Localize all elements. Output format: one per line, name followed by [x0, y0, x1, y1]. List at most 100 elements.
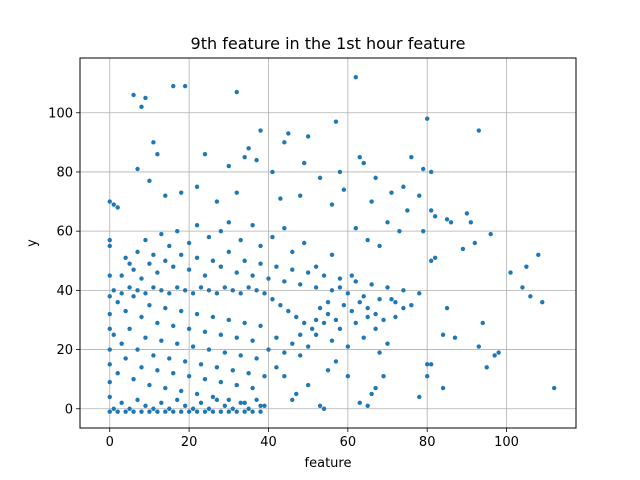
data-point [329, 338, 335, 343]
data-point [115, 371, 120, 376]
data-point [361, 160, 366, 166]
data-point [159, 288, 164, 293]
data-point [147, 302, 152, 308]
data-point [250, 385, 255, 391]
data-point [115, 409, 120, 414]
data-point [178, 409, 184, 414]
data-point [238, 237, 243, 243]
data-point [238, 353, 243, 358]
data-point [258, 261, 263, 266]
data-point [389, 297, 394, 302]
data-point [329, 252, 335, 258]
data-point [111, 406, 116, 411]
data-point [135, 397, 140, 403]
data-point [337, 326, 343, 332]
y-tick-label: 40 [56, 284, 73, 299]
data-point [349, 308, 355, 314]
data-point [143, 237, 148, 243]
data-point [321, 320, 327, 326]
data-point [182, 288, 188, 293]
data-point [250, 409, 255, 414]
data-point [143, 95, 148, 101]
data-point [317, 403, 323, 408]
data-point [369, 282, 374, 287]
data-point [178, 190, 184, 195]
y-tick-label: 0 [65, 402, 73, 417]
data-point [337, 169, 343, 175]
data-point [528, 294, 533, 299]
data-point [210, 314, 216, 320]
data-point [492, 353, 497, 358]
data-point [107, 409, 112, 414]
data-point [425, 362, 430, 367]
data-point [468, 220, 474, 225]
data-point [321, 273, 327, 278]
data-point [262, 403, 267, 408]
data-point [425, 374, 430, 379]
data-point [301, 160, 307, 166]
data-point [385, 285, 390, 290]
data-point [139, 276, 144, 281]
data-point [254, 157, 259, 163]
data-point [163, 385, 168, 391]
data-point [258, 409, 263, 414]
data-point [194, 311, 200, 317]
data-point [432, 255, 438, 260]
data-point [540, 300, 545, 305]
data-point [135, 249, 140, 255]
data-point [171, 409, 176, 414]
data-point [143, 291, 148, 296]
y-tick-label: 100 [48, 106, 73, 121]
data-point [333, 119, 339, 124]
data-point [242, 409, 247, 414]
data-point [131, 92, 136, 98]
data-point [218, 332, 224, 337]
data-point [361, 335, 366, 340]
data-point [107, 273, 112, 278]
data-point [234, 382, 239, 388]
data-point [282, 374, 287, 379]
data-point [317, 175, 323, 181]
data-point [182, 403, 188, 408]
data-point [222, 285, 228, 290]
data-point [222, 350, 228, 355]
data-point [194, 184, 200, 189]
data-point [206, 234, 212, 240]
y-tick-label: 80 [56, 165, 73, 180]
data-point [508, 270, 513, 275]
data-point [107, 311, 112, 317]
data-point [186, 409, 192, 414]
data-point [393, 314, 398, 320]
data-point [246, 406, 251, 411]
data-point [194, 223, 200, 228]
data-point [151, 140, 156, 145]
data-point [206, 288, 212, 293]
data-point [333, 317, 339, 323]
y-tick-label: 20 [56, 343, 73, 358]
data-point [167, 291, 172, 296]
data-point [115, 300, 120, 305]
data-point [218, 264, 224, 269]
data-point [282, 140, 287, 145]
data-point [524, 264, 529, 269]
data-point [123, 409, 128, 414]
data-point [242, 320, 247, 326]
data-point [250, 273, 255, 278]
data-point [107, 237, 112, 243]
data-point [147, 409, 152, 414]
data-point [147, 178, 152, 184]
data-point [278, 196, 283, 201]
data-point [234, 270, 239, 275]
data-point [171, 83, 176, 89]
data-point [270, 234, 275, 240]
data-point [357, 300, 362, 305]
data-point [377, 297, 382, 302]
data-point [111, 332, 116, 337]
data-point [381, 374, 386, 379]
data-point [147, 382, 152, 388]
data-point [250, 223, 255, 228]
data-point [246, 146, 251, 151]
data-point [262, 374, 267, 379]
scatter-points [107, 75, 557, 414]
data-point [365, 305, 370, 311]
